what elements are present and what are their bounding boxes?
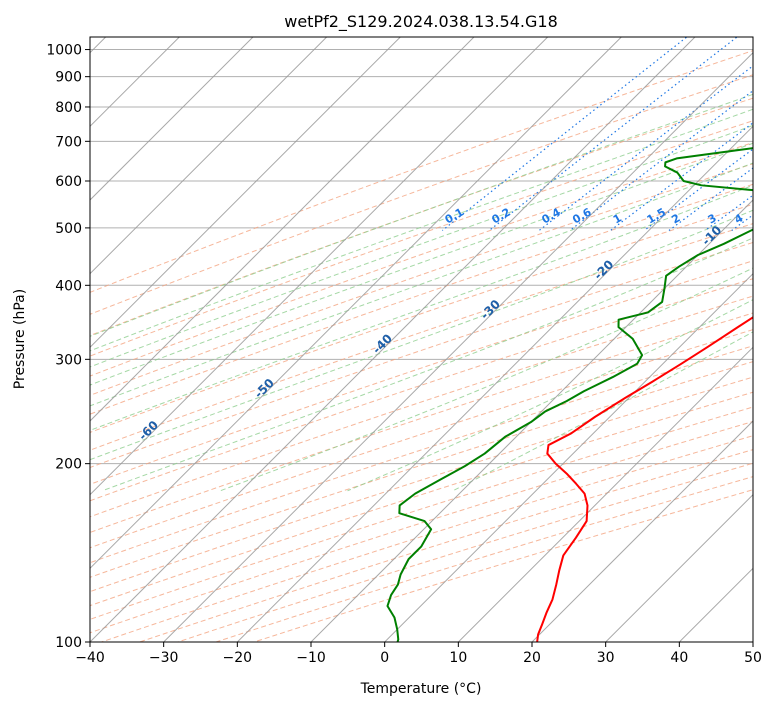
x-tick-label: 50 xyxy=(744,650,762,666)
moist-adiabat xyxy=(90,184,753,431)
dry-adiabat xyxy=(90,223,753,451)
dry-adiabat xyxy=(90,203,753,433)
dry-adiabat xyxy=(90,329,753,549)
dry-adiabat xyxy=(90,312,753,533)
y-axis-ticks: 100 200 300 400 500 600 700 800 900 1000 xyxy=(46,43,90,651)
mixing-ratio-line xyxy=(442,37,688,231)
mixing-ratio-line xyxy=(538,65,753,231)
moist-adiabat xyxy=(90,93,753,337)
x-tick-label: 40 xyxy=(670,650,688,666)
dry-adiabat xyxy=(90,295,753,518)
isotherm-gridline xyxy=(383,272,753,642)
dry-adiabat xyxy=(90,376,753,593)
profile-series xyxy=(386,147,753,642)
chart-title: wetPf2_S129.2024.038.13.54.G18 xyxy=(284,12,558,32)
plot-frame xyxy=(89,36,754,643)
moist-adiabat xyxy=(90,124,753,368)
dry-adiabat xyxy=(90,391,753,607)
isotherm-gridline xyxy=(90,37,622,570)
isotherm-gridline xyxy=(162,51,753,642)
isotherm-gridline xyxy=(604,493,753,642)
isotherm-gridline xyxy=(90,37,328,275)
y-tick-label: 700 xyxy=(55,134,82,150)
temperature-profile-line xyxy=(536,316,753,642)
y-axis-label: Pressure (hPa) xyxy=(12,289,28,389)
isotherm-gridline xyxy=(310,199,753,642)
isotherm-gridline xyxy=(90,37,475,422)
x-tick-label: −20 xyxy=(223,650,253,666)
x-tick-label: −30 xyxy=(149,650,179,666)
moist-adiabat xyxy=(90,108,753,352)
x-tick-label: −40 xyxy=(75,650,105,666)
x-tick-label: −10 xyxy=(296,650,326,666)
x-axis-ticks: −40 −30 −20 −10 0 10 20 30 40 50 xyxy=(75,642,762,666)
x-tick-label: 30 xyxy=(597,650,615,666)
isotherm-gridline xyxy=(531,420,753,642)
isotherm-gridlines xyxy=(90,37,753,642)
isobar-gridlines xyxy=(90,49,753,642)
dry-adiabat xyxy=(90,241,753,469)
dewpoint-profile-line xyxy=(386,147,753,642)
y-tick-label: 600 xyxy=(55,174,82,190)
y-tick-label: 500 xyxy=(55,221,82,237)
isotherm-gridline xyxy=(457,346,753,642)
moist-adiabat xyxy=(220,267,753,492)
isotherm-gridline xyxy=(90,37,401,349)
y-tick-label: 800 xyxy=(55,100,82,116)
moist-adiabat xyxy=(90,209,753,461)
y-tick-label: 100 xyxy=(55,635,82,651)
x-tick-label: 10 xyxy=(449,650,467,666)
y-tick-label: 300 xyxy=(55,352,82,368)
dry-adiabat xyxy=(90,345,753,564)
isotherm-gridline xyxy=(236,125,753,642)
moist-adiabat xyxy=(90,142,753,386)
isotherm-gridline xyxy=(90,37,549,496)
plot-area: 0.10.20.40.611.52346810131620253036-100-… xyxy=(90,37,753,642)
x-tick-label: 0 xyxy=(380,650,389,666)
dry-adiabat xyxy=(90,260,753,485)
x-tick-label: 20 xyxy=(523,650,541,666)
y-tick-label: 1000 xyxy=(46,43,82,59)
moist-adiabats xyxy=(90,93,753,492)
y-tick-label: 900 xyxy=(55,70,82,86)
y-tick-label: 200 xyxy=(55,457,82,473)
dry-adiabat xyxy=(90,142,753,377)
isotherm-gridline xyxy=(90,37,696,642)
dry-adiabat xyxy=(90,278,753,502)
dry-adiabat xyxy=(90,74,753,315)
x-axis-label: Temperature (°C) xyxy=(360,681,482,697)
dry-adiabat xyxy=(90,183,753,415)
isotherm-gridline xyxy=(90,37,254,201)
dry-adiabat xyxy=(90,361,753,578)
y-tick-label: 400 xyxy=(55,278,82,294)
moist-adiabat xyxy=(90,162,753,407)
mixing-ratio-lines xyxy=(442,37,753,231)
moist-adiabat xyxy=(102,237,753,492)
dry-adiabat xyxy=(90,50,753,293)
